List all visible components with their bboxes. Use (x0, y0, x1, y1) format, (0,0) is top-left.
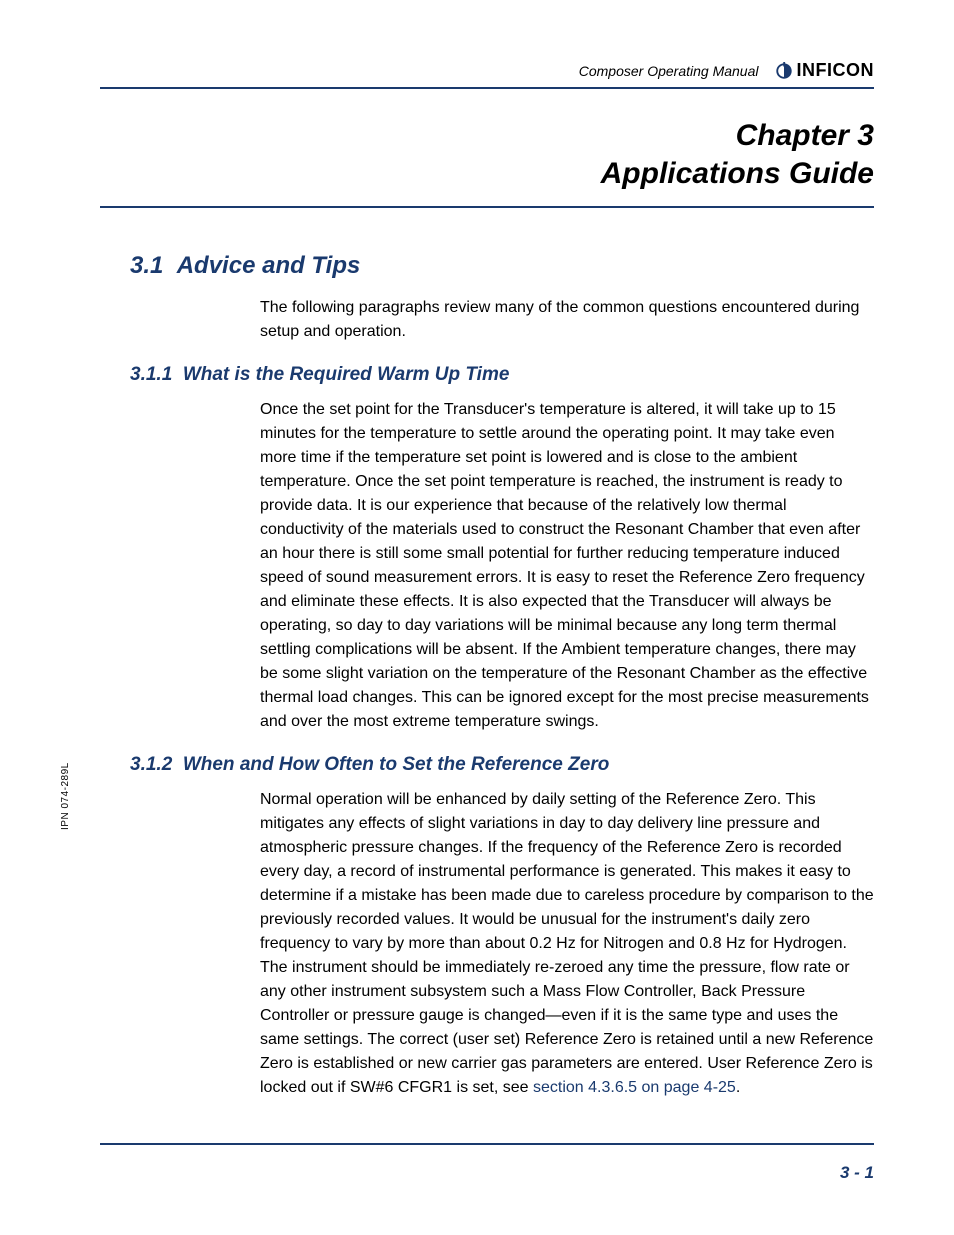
section-body-3-1-1: Once the set point for the Transducer's … (260, 398, 874, 734)
section-title: What is the Required Warm Up Time (183, 364, 510, 385)
section-num: 3.1.1 (130, 364, 172, 385)
section-heading-3-1-2: 3.1.2 When and How Often to Set the Refe… (130, 754, 874, 776)
section-intro-3-1: The following paragraphs review many of … (260, 296, 874, 344)
page-number: 3 - 1 (100, 1163, 874, 1183)
page-header: Composer Operating Manual INFICON (100, 60, 874, 81)
brand-text: INFICON (797, 60, 875, 81)
rule-top (100, 87, 874, 89)
rule-chapter (100, 206, 874, 208)
section-heading-3-1: 3.1 Advice and Tips (130, 252, 874, 280)
body-post: . (736, 1079, 740, 1096)
chapter-line1: Chapter 3 (736, 119, 874, 152)
section-heading-3-1-1: 3.1.1 What is the Required Warm Up Time (130, 364, 874, 386)
chapter-line2: Applications Guide (601, 157, 874, 190)
brand-icon (775, 62, 793, 80)
section-title: Advice and Tips (177, 252, 361, 279)
section-title: When and How Often to Set the Reference … (183, 754, 610, 775)
section-body-3-1-2: Normal operation will be enhanced by dai… (260, 788, 874, 1100)
page-footer: 3 - 1 (100, 1143, 874, 1183)
section-num: 3.1.2 (130, 754, 172, 775)
brand-logo: INFICON (775, 60, 875, 81)
page: Composer Operating Manual INFICON Chapte… (0, 0, 954, 1235)
ipn-side-label: IPN 074-289L (60, 762, 71, 830)
section-num: 3.1 (130, 252, 163, 279)
body-pre: Normal operation will be enhanced by dai… (260, 791, 874, 1096)
doc-title: Composer Operating Manual (579, 63, 759, 79)
chapter-title: Chapter 3 Applications Guide (100, 117, 874, 192)
cross-reference-link[interactable]: section 4.3.6.5 on page 4-25 (533, 1079, 736, 1096)
rule-bottom (100, 1143, 874, 1145)
